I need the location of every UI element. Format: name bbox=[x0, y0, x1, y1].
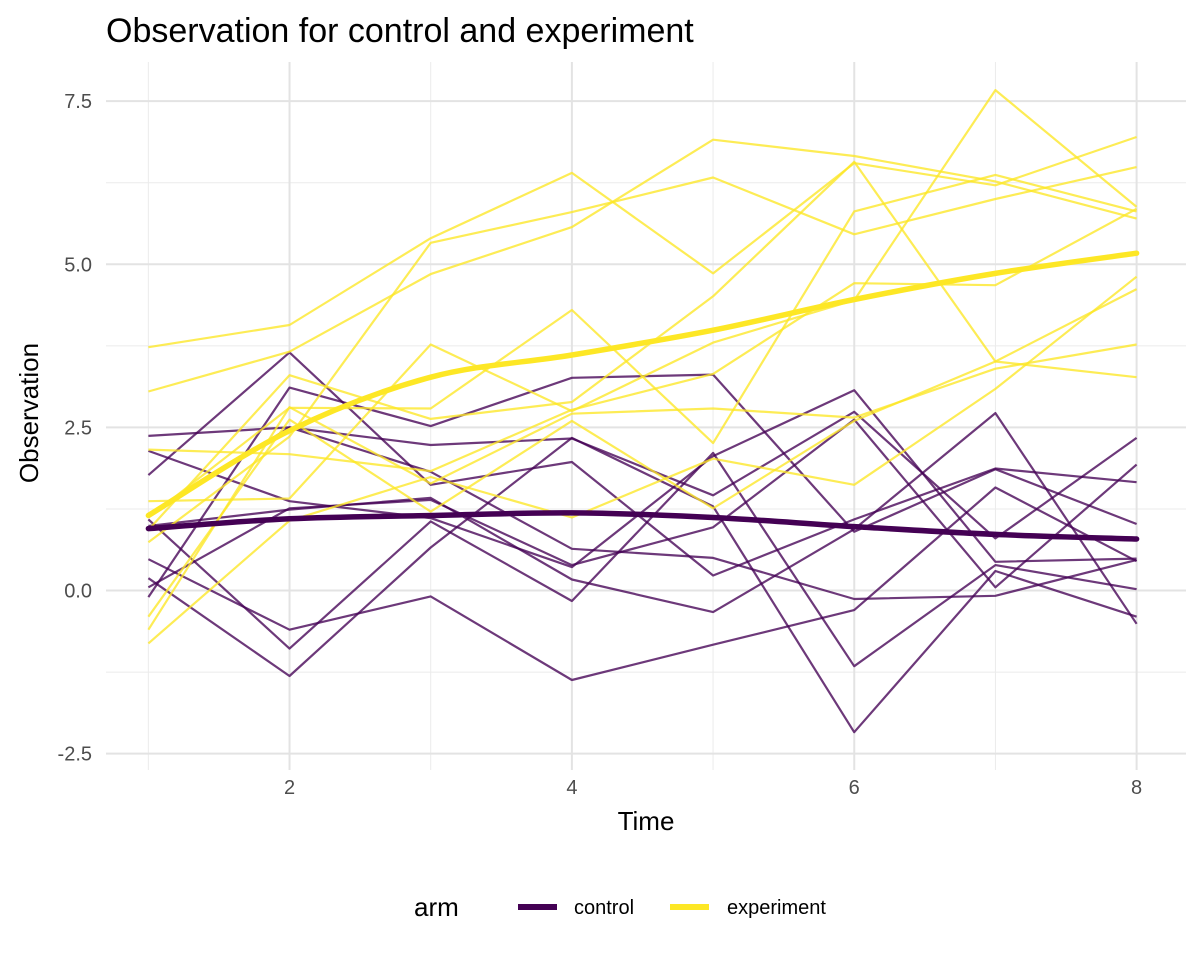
experiment-trend-line bbox=[145, 250, 1140, 519]
x-axis-ticks: 2 4 6 8 bbox=[284, 777, 1142, 799]
experiment-subject-line-15 bbox=[148, 207, 1138, 473]
x-tick-label: 6 bbox=[849, 777, 860, 799]
control-subject-line-7 bbox=[147, 436, 1137, 734]
x-tick-label: 2 bbox=[284, 777, 295, 799]
plot-panel bbox=[106, 62, 1186, 770]
experiment-subject-line-17 bbox=[147, 360, 1137, 618]
experiment-subject-line-11 bbox=[148, 135, 1137, 349]
minor-gridlines bbox=[106, 62, 1186, 770]
y-axis-ticks: -2.5 0.0 2.5 5.0 7.5 bbox=[58, 91, 92, 766]
legend-label-control: control bbox=[574, 897, 634, 919]
chart-title: Observation for control and experiment bbox=[106, 12, 694, 50]
legend-label-experiment: experiment bbox=[727, 897, 826, 919]
x-tick-label: 4 bbox=[566, 777, 577, 799]
x-axis-title: Time bbox=[618, 806, 675, 836]
control-subject-line-9 bbox=[147, 418, 1138, 589]
trend-lines bbox=[145, 250, 1140, 542]
experiment-subject-line-14 bbox=[147, 166, 1137, 544]
major-gridlines bbox=[106, 62, 1186, 770]
x-tick-label: 8 bbox=[1131, 777, 1142, 799]
control-subject-line-1 bbox=[148, 410, 1138, 540]
experiment-subject-line-18 bbox=[147, 275, 1138, 645]
legend: arm control experiment bbox=[414, 892, 826, 922]
experiment-subject-line-16 bbox=[148, 88, 1138, 503]
y-tick-label: 7.5 bbox=[64, 91, 92, 113]
experiment-subject-line-12 bbox=[148, 138, 1137, 393]
control-subject-line-4 bbox=[148, 389, 1137, 569]
y-tick-label: 5.0 bbox=[64, 254, 92, 276]
y-axis-title: Observation bbox=[14, 343, 44, 483]
experiment-subject-line-20 bbox=[147, 160, 1138, 531]
y-tick-label: 0.0 bbox=[64, 581, 92, 603]
control-subject-line-6 bbox=[147, 486, 1138, 682]
y-tick-label: 2.5 bbox=[64, 417, 92, 439]
subject-lines bbox=[147, 88, 1138, 734]
y-tick-label: -2.5 bbox=[58, 744, 92, 766]
control-trend-line bbox=[145, 510, 1140, 542]
control-subject-line-10 bbox=[147, 451, 1137, 668]
control-subject-line-3 bbox=[147, 351, 1137, 577]
legend-title: arm bbox=[414, 892, 459, 922]
